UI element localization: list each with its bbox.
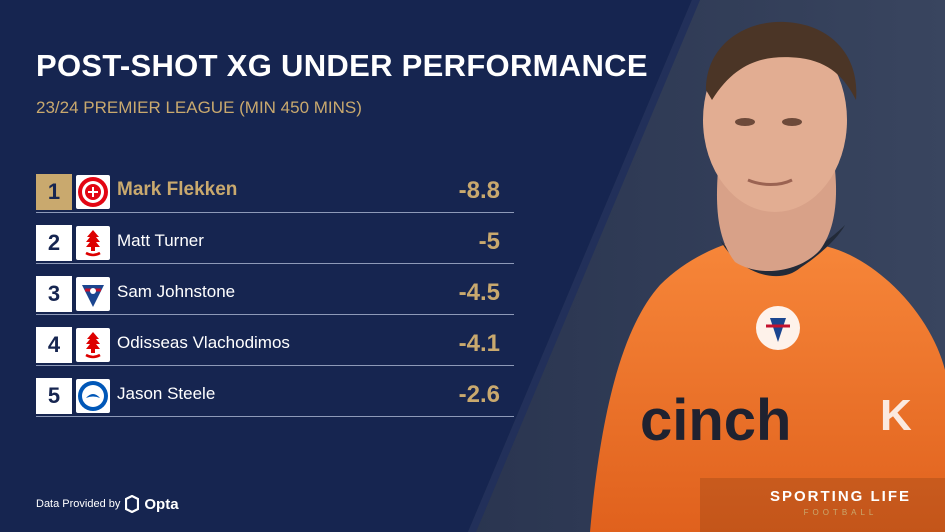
value-label: -2.6 [458,381,500,408]
rank-number: 5 [36,378,72,414]
value-label: -8.8 [458,177,500,204]
table-row: 5 Jason Steele -2.6 [36,376,514,417]
chart-title: POST-SHOT XG UNDER PERFORMANCE [36,48,648,83]
player-name: Mark Flekken [117,179,238,200]
table-row: 1 Mark Flekken -8.8 [36,172,514,213]
rank-number: 4 [36,327,72,363]
rank-number: 1 [36,174,72,210]
table-row: 2 Matt Turner -5 [36,223,514,264]
brand-name: SPORTING LIFE [769,488,911,505]
svg-text:K: K [880,391,912,440]
svg-text:cinch: cinch [640,388,792,453]
table-row: 3 Sam Johnstone -4.5 [36,274,514,315]
data-credit-text: Data Provided by [36,498,121,510]
value-label: -5 [478,228,500,255]
table-row: 4 Odisseas Vlachodimos -4.1 [36,325,514,366]
rank-number: 3 [36,276,72,312]
ranking-table: 1 Mark Flekken -8.8 2 Matt Turner -5 3 S… [36,172,514,427]
data-provider-name: Opta [144,495,179,513]
opta-logo-icon [125,495,140,513]
data-credit: Data Provided by Opta [36,495,179,513]
rank-number: 2 [36,225,72,261]
player-name: Odisseas Vlachodimos [117,333,290,352]
player-name: Sam Johnstone [117,282,236,301]
brighton-badge-icon [76,379,110,413]
chart-subtitle: 23/24 PREMIER LEAGUE (MIN 450 MINS) [36,98,362,117]
brand-logo: SPORTING LIFE FOOTBALL [770,488,911,517]
nottingham-forest-badge-icon [76,328,110,362]
brentford-badge-icon [76,175,110,209]
player-name: Jason Steele [117,384,216,403]
crystal-palace-badge-icon [76,277,110,311]
nottingham-forest-badge-icon [76,226,110,260]
player-name: Matt Turner [117,231,204,250]
value-label: -4.1 [458,330,500,357]
value-label: -4.5 [458,279,500,306]
brand-subname: FOOTBALL [803,508,878,517]
